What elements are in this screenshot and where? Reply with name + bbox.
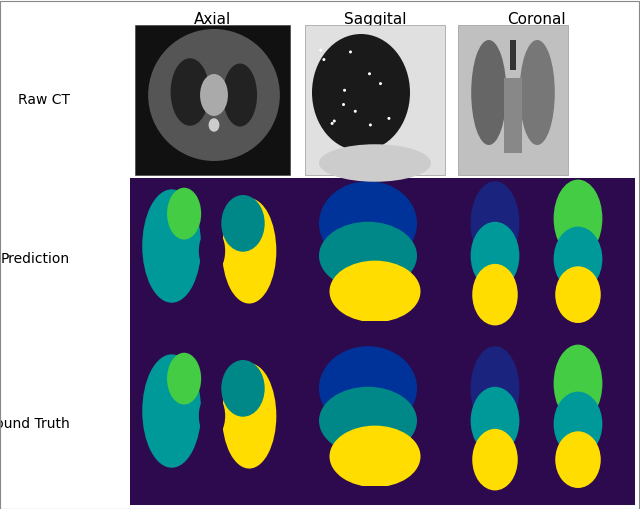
Ellipse shape: [369, 124, 372, 126]
Ellipse shape: [470, 346, 520, 431]
Bar: [134, 178, 289, 340]
Bar: [305, 321, 445, 340]
Bar: [134, 343, 289, 505]
Ellipse shape: [142, 189, 201, 303]
Bar: [509, 40, 516, 70]
Ellipse shape: [142, 354, 201, 468]
Bar: [545, 492, 611, 505]
Ellipse shape: [167, 353, 201, 405]
Text: Axial: Axial: [193, 12, 230, 27]
Bar: [305, 25, 445, 175]
Ellipse shape: [319, 346, 417, 431]
Ellipse shape: [368, 72, 371, 75]
Ellipse shape: [343, 89, 346, 92]
Ellipse shape: [556, 431, 601, 488]
Ellipse shape: [221, 360, 265, 417]
Bar: [545, 178, 611, 340]
Ellipse shape: [470, 387, 520, 455]
Ellipse shape: [222, 363, 276, 469]
Ellipse shape: [319, 387, 417, 455]
Ellipse shape: [354, 110, 356, 113]
Ellipse shape: [333, 120, 336, 123]
Ellipse shape: [554, 391, 602, 457]
Bar: [305, 486, 445, 505]
Ellipse shape: [470, 181, 520, 266]
Ellipse shape: [556, 266, 601, 323]
Ellipse shape: [223, 64, 257, 127]
Text: Ground Truth: Ground Truth: [0, 417, 70, 431]
Bar: [305, 178, 445, 340]
Ellipse shape: [199, 228, 225, 273]
Bar: [463, 178, 527, 340]
Ellipse shape: [472, 429, 518, 490]
Ellipse shape: [554, 345, 602, 422]
Ellipse shape: [319, 49, 322, 52]
Ellipse shape: [319, 181, 417, 266]
Ellipse shape: [330, 426, 420, 487]
Ellipse shape: [323, 58, 325, 61]
Ellipse shape: [554, 227, 602, 291]
Ellipse shape: [171, 58, 209, 126]
Bar: [458, 25, 568, 175]
Text: Coronal: Coronal: [507, 12, 566, 27]
Text: Prediction: Prediction: [1, 252, 70, 266]
Text: Raw CT: Raw CT: [18, 93, 70, 107]
Bar: [130, 178, 635, 505]
Ellipse shape: [199, 393, 225, 439]
Ellipse shape: [319, 144, 431, 182]
Ellipse shape: [221, 195, 265, 252]
Ellipse shape: [148, 29, 280, 161]
Ellipse shape: [330, 261, 420, 322]
Ellipse shape: [472, 264, 518, 325]
Bar: [134, 25, 289, 175]
Bar: [305, 343, 445, 505]
Text: Saggital: Saggital: [344, 12, 406, 27]
Ellipse shape: [349, 50, 352, 53]
Ellipse shape: [167, 188, 201, 240]
Bar: [463, 343, 527, 505]
Bar: [504, 77, 522, 153]
Ellipse shape: [331, 122, 333, 125]
Ellipse shape: [470, 222, 520, 290]
Ellipse shape: [387, 117, 390, 120]
Ellipse shape: [312, 34, 410, 151]
Ellipse shape: [200, 74, 228, 116]
Bar: [463, 492, 527, 505]
Ellipse shape: [222, 198, 276, 303]
Ellipse shape: [379, 82, 382, 85]
Ellipse shape: [209, 118, 220, 132]
Ellipse shape: [471, 40, 506, 145]
Ellipse shape: [342, 103, 345, 106]
Bar: [545, 343, 611, 505]
Bar: [463, 327, 527, 340]
Ellipse shape: [554, 180, 602, 258]
Bar: [545, 327, 611, 340]
Ellipse shape: [520, 40, 555, 145]
Ellipse shape: [319, 222, 417, 290]
